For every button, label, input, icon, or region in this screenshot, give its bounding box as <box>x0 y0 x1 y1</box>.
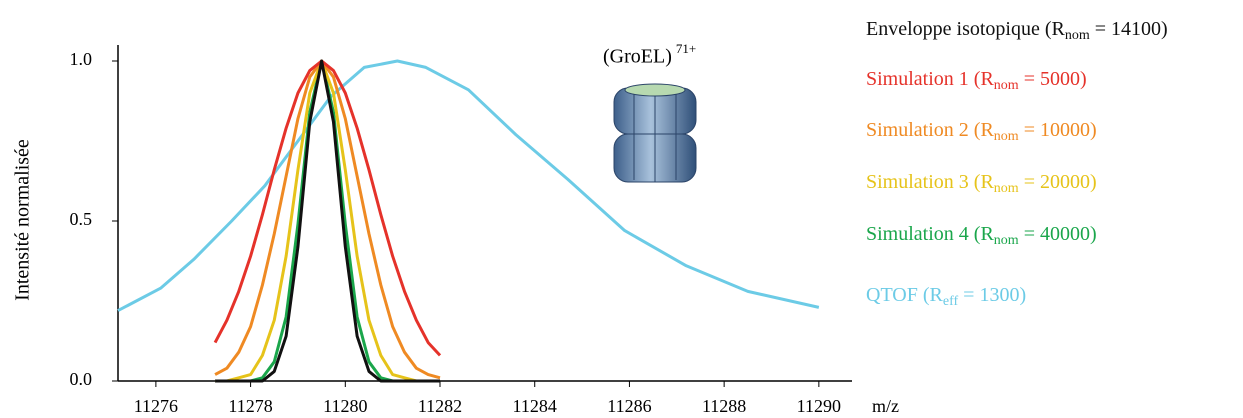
x-tick-label: 11290 <box>797 396 841 416</box>
x-tick-label: 11280 <box>323 396 367 416</box>
annotation: (GroEL) <box>603 46 672 68</box>
x-tick-label: 11286 <box>607 396 651 416</box>
legend-label: Simulation 1 (Rnom = 5000) <box>866 68 1087 94</box>
y-tick-label: 0.5 <box>70 209 93 229</box>
x-tick-label: 11284 <box>513 396 557 416</box>
x-tick-label: 11276 <box>134 396 178 416</box>
series-line <box>213 59 442 357</box>
x-tick-label: 11278 <box>228 396 272 416</box>
y-axis-label: Intensité normalisée <box>12 139 34 301</box>
legend-label: Enveloppe isotopique (Rnom = 14100) <box>866 18 1168 44</box>
x-tick-label: 11282 <box>418 396 462 416</box>
groel-icon <box>613 83 697 183</box>
x-axis-label: m/z <box>872 396 899 416</box>
series-line <box>214 59 441 380</box>
x-tick-label: 11288 <box>702 396 746 416</box>
y-tick-label: 0.0 <box>70 369 93 389</box>
series-line <box>215 59 441 383</box>
annotation-superscript: 71+ <box>676 41 696 56</box>
y-tick-label: 1.0 <box>70 49 93 69</box>
legend-label: Simulation 3 (Rnom = 20000) <box>866 171 1097 197</box>
legend-label: QTOF (Reff = 1300) <box>866 284 1026 310</box>
series-line <box>215 59 441 383</box>
legend-label: Simulation 2 (Rnom = 10000) <box>866 119 1097 145</box>
legend-label: Simulation 4 (Rnom = 40000) <box>866 223 1097 249</box>
series-line <box>117 59 820 312</box>
